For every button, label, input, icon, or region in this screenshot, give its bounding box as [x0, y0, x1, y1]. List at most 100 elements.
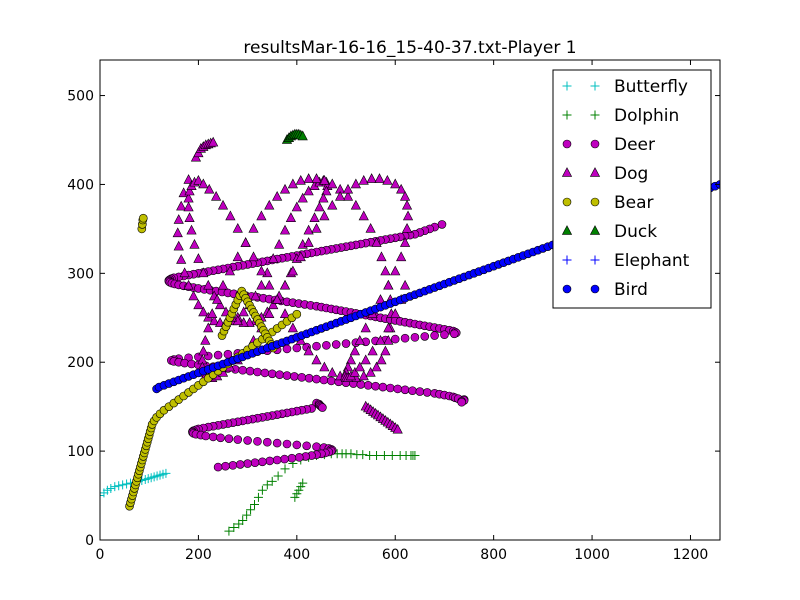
dolphin-point — [387, 451, 397, 461]
dog-point — [198, 178, 209, 189]
dog-point — [211, 190, 222, 201]
dolphin-point — [253, 492, 263, 502]
deer-point — [292, 440, 302, 450]
dog-point — [327, 178, 338, 189]
deer-point — [260, 368, 270, 378]
dog-point — [399, 279, 411, 290]
legend-item-bear: Bear — [562, 193, 654, 213]
x-tick-label: 1000 — [574, 547, 610, 563]
dolphin-point — [224, 526, 234, 536]
x-tick-label: 200 — [185, 547, 212, 563]
dog-point — [176, 200, 187, 211]
deer-point — [430, 331, 439, 340]
butterfly-point — [106, 483, 116, 493]
dog-point — [238, 306, 249, 317]
legend-marker — [590, 197, 600, 207]
dolphin-point — [262, 480, 272, 490]
dog-point — [189, 238, 200, 249]
bear-point — [139, 213, 148, 223]
legend-marker — [590, 110, 600, 120]
dolphin-point — [238, 515, 248, 525]
legend-marker — [590, 139, 600, 149]
dog-point — [319, 174, 330, 185]
legend-marker — [589, 167, 601, 177]
dog-point — [376, 354, 387, 365]
deer-point — [318, 403, 327, 412]
dog-point — [311, 173, 322, 183]
dolphin-point — [242, 510, 252, 520]
deer-point — [386, 383, 395, 393]
dog-point — [184, 212, 195, 222]
deer-point — [272, 455, 282, 465]
dog-point — [375, 334, 386, 345]
axes-frame — [99, 59, 721, 541]
dog-point — [383, 334, 394, 345]
dog-point — [224, 265, 236, 276]
deer-point — [378, 382, 388, 392]
deer-point — [258, 457, 267, 467]
deer-point — [292, 343, 302, 353]
dog-point — [380, 265, 391, 276]
dog-point — [365, 222, 376, 233]
dog-point — [303, 237, 314, 247]
dog-point — [303, 224, 314, 235]
legend-marker — [562, 284, 572, 294]
dolphin-point — [294, 485, 304, 495]
dog-point — [285, 212, 297, 222]
dog-point — [360, 354, 371, 365]
dog-point — [268, 299, 279, 310]
deer-point — [302, 441, 311, 451]
dog-point — [401, 199, 413, 210]
legend-marker — [561, 225, 573, 235]
deer-point — [216, 433, 225, 443]
dog-point — [274, 238, 285, 249]
dog-point — [350, 199, 361, 210]
deer-point — [326, 376, 336, 386]
dog-point — [345, 354, 357, 365]
deer-point — [408, 386, 417, 395]
data-points — [100, 128, 720, 536]
legend-item-dog: Dog — [561, 164, 648, 184]
dog-point — [342, 183, 354, 194]
legend: Butterfly Dolphin Deer Dog Bear Duck Elephant B… — [552, 69, 712, 309]
deer-point — [243, 459, 252, 468]
legend-label: Elephant — [614, 251, 690, 271]
dog-point — [295, 251, 306, 262]
dog-point — [399, 190, 411, 201]
dog-point — [217, 199, 229, 210]
dog-point — [303, 345, 314, 356]
legend-label: Dog — [614, 164, 648, 184]
dog-point — [188, 290, 199, 301]
dog-point — [401, 222, 413, 233]
series-bear — [125, 213, 302, 511]
butterfly-point — [100, 491, 105, 501]
dog-point — [212, 294, 223, 304]
dog-point — [319, 210, 330, 221]
y-tick-label: 200 — [67, 355, 94, 371]
dolphin-point — [358, 450, 368, 460]
dog-point — [297, 192, 308, 203]
dog-point — [396, 183, 407, 194]
butterfly-point — [118, 480, 128, 490]
dog-point — [349, 345, 360, 356]
deer-point — [393, 384, 402, 394]
dolphin-point — [379, 451, 389, 461]
dog-point — [203, 322, 214, 333]
y-tick-label: 100 — [67, 444, 94, 460]
dog-point — [264, 199, 275, 210]
deer-point — [245, 366, 255, 376]
legend-label: Dolphin — [614, 106, 679, 126]
dog-point — [264, 279, 275, 290]
dog-point — [303, 173, 314, 183]
legend-label: Deer — [614, 135, 655, 155]
deer-point — [253, 437, 262, 446]
dog-point — [314, 201, 325, 212]
dog-point — [374, 173, 385, 183]
dog-point — [209, 315, 220, 326]
dolphin-point — [298, 478, 308, 488]
dolphin-point — [280, 464, 290, 474]
dog-point — [358, 370, 369, 381]
deer-point — [213, 350, 223, 360]
legend-item-butterfly: Butterfly — [562, 77, 688, 97]
deer-point — [287, 453, 297, 463]
